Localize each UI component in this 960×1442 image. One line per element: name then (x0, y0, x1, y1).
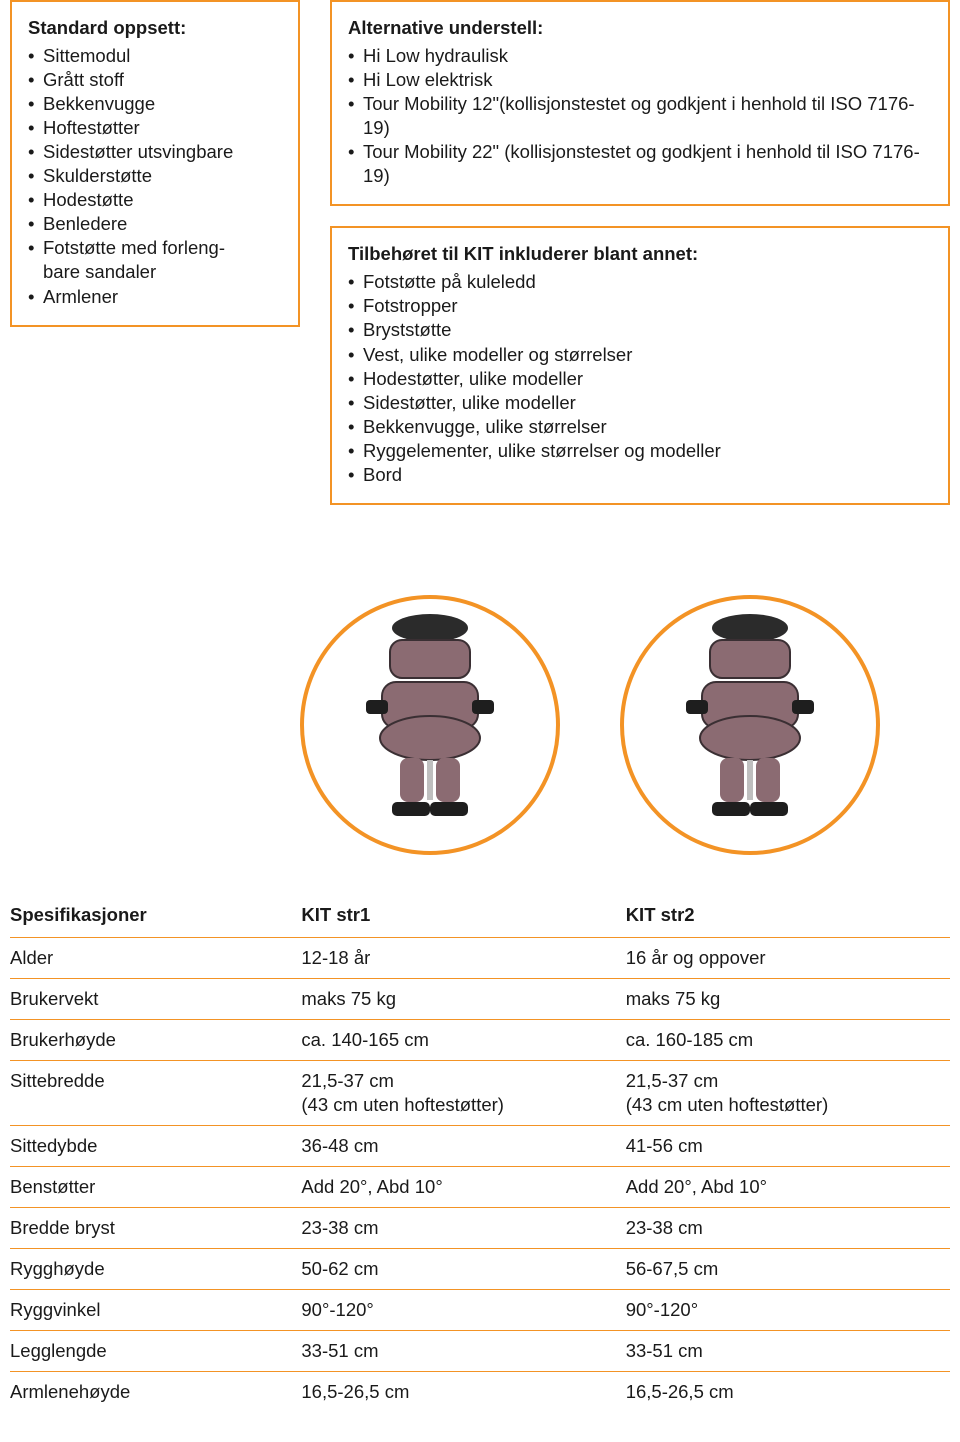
box-standard-title: Standard oppsett: (28, 16, 282, 40)
spec-v2: 90°-120° (626, 1290, 950, 1331)
list-item: Vest, ulike modeller og størrelser (348, 343, 932, 367)
spec-v2: 16,5-26,5 cm (626, 1372, 950, 1413)
list-item: Hoftestøtter (28, 116, 282, 140)
spec-label: Brukervekt (10, 978, 301, 1019)
spec-v1: 12-18 år (301, 937, 625, 978)
table-header-row: Spesifikasjoner KIT str1 KIT str2 (10, 895, 950, 938)
spec-v2-main: 21,5-37 cm (626, 1070, 719, 1091)
spec-v1: 21,5-37 cm (43 cm uten hoftestøtter) (301, 1060, 625, 1125)
spec-label: Bredde bryst (10, 1208, 301, 1249)
spec-v1: 16,5-26,5 cm (301, 1372, 625, 1413)
spec-v2-sub: (43 cm uten hoftestøtter) (626, 1093, 946, 1117)
list-item: Hi Low hydraulisk (348, 44, 932, 68)
table-row: Sittebredde 21,5-37 cm (43 cm uten hofte… (10, 1060, 950, 1125)
spec-table: Spesifikasjoner KIT str1 KIT str2 Alder … (10, 895, 950, 1413)
spec-v2: 16 år og oppover (626, 937, 950, 978)
spec-label: Armlenehøyde (10, 1372, 301, 1413)
box-alt-list: Hi Low hydraulisk Hi Low elektrisk Tour … (348, 44, 932, 188)
top-boxes-row: Standard oppsett: Sittemodul Grått stoff… (10, 0, 950, 505)
spec-v2: ca. 160-185 cm (626, 1019, 950, 1060)
list-item: Hi Low elektrisk (348, 68, 932, 92)
list-item: Tour Mobility 22" (kollisjonstestet og g… (348, 140, 932, 188)
spec-v1: ca. 140-165 cm (301, 1019, 625, 1060)
table-row: Rygghøyde 50-62 cm 56-67,5 cm (10, 1249, 950, 1290)
th-spec: Spesifikasjoner (10, 895, 301, 938)
list-item: Benledere (28, 212, 282, 236)
product-image-str1 (300, 595, 560, 855)
box-tilbehor-title: Tilbehøret til KIT inkluderer blant anne… (348, 242, 932, 266)
spec-v1: Add 20°, Abd 10° (301, 1167, 625, 1208)
spec-v1: 33-51 cm (301, 1331, 625, 1372)
spec-v2: 23-38 cm (626, 1208, 950, 1249)
table-row: Bredde bryst 23-38 cm 23-38 cm (10, 1208, 950, 1249)
list-item: Sidestøtter utsvingbare (28, 140, 282, 164)
spec-v2: 33-51 cm (626, 1331, 950, 1372)
box-tilbehor: Tilbehøret til KIT inkluderer blant anne… (330, 226, 950, 504)
box-standard-setup: Standard oppsett: Sittemodul Grått stoff… (10, 0, 300, 327)
list-item: Ryggelementer, ulike størrelser og model… (348, 439, 932, 463)
list-item: Armlener (28, 285, 282, 309)
product-images-row (300, 595, 950, 855)
list-item: Grått stoff (28, 68, 282, 92)
table-row: Benstøtter Add 20°, Abd 10° Add 20°, Abd… (10, 1167, 950, 1208)
spec-label: Sittedybde (10, 1126, 301, 1167)
list-item: Fotstøtte med forleng- bare sandaler (28, 236, 282, 284)
list-item: Sittemodul (28, 44, 282, 68)
spec-v1: 23-38 cm (301, 1208, 625, 1249)
spec-table-body: Alder 12-18 år 16 år og oppover Brukerve… (10, 937, 950, 1412)
list-item: Sidestøtter, ulike modeller (348, 391, 932, 415)
list-item: Hodestøtter, ulike modeller (348, 367, 932, 391)
table-row: Alder 12-18 år 16 år og oppover (10, 937, 950, 978)
box-alt-understell: Alternative understell: Hi Low hydraulis… (330, 0, 950, 206)
spec-v2: 41-56 cm (626, 1126, 950, 1167)
list-item: Bord (348, 463, 932, 487)
list-item: Hodestøtte (28, 188, 282, 212)
table-row: Brukervekt maks 75 kg maks 75 kg (10, 978, 950, 1019)
th-str2: KIT str2 (626, 895, 950, 938)
list-item: Skulderstøtte (28, 164, 282, 188)
spec-label: Benstøtter (10, 1167, 301, 1208)
spec-label: Sittebredde (10, 1060, 301, 1125)
wheelchair-icon (330, 610, 530, 840)
col-right: Alternative understell: Hi Low hydraulis… (330, 0, 950, 505)
spec-v1-main: 21,5-37 cm (301, 1070, 394, 1091)
list-item: Fotstropper (348, 294, 932, 318)
list-item: Bekkenvugge (28, 92, 282, 116)
product-image-str2 (620, 595, 880, 855)
spec-label: Rygghøyde (10, 1249, 301, 1290)
table-row: Legglengde 33-51 cm 33-51 cm (10, 1331, 950, 1372)
spec-v1: maks 75 kg (301, 978, 625, 1019)
table-row: Ryggvinkel 90°-120° 90°-120° (10, 1290, 950, 1331)
list-item: Bryststøtte (348, 318, 932, 342)
spec-v1: 90°-120° (301, 1290, 625, 1331)
th-str1: KIT str1 (301, 895, 625, 938)
spec-v1: 50-62 cm (301, 1249, 625, 1290)
box-standard-list: Sittemodul Grått stoff Bekkenvugge Hofte… (28, 44, 282, 309)
list-item: Fotstøtte på kuleledd (348, 270, 932, 294)
spec-v1-sub: (43 cm uten hoftestøtter) (301, 1093, 621, 1117)
spec-v2: 56-67,5 cm (626, 1249, 950, 1290)
col-left: Standard oppsett: Sittemodul Grått stoff… (10, 0, 300, 327)
spec-v2: 21,5-37 cm (43 cm uten hoftestøtter) (626, 1060, 950, 1125)
spec-label: Alder (10, 937, 301, 978)
list-item: Tour Mobility 12"(kollisjonstestet og go… (348, 92, 932, 140)
list-item: Bekkenvugge, ulike størrelser (348, 415, 932, 439)
box-alt-title: Alternative understell: (348, 16, 932, 40)
spec-label: Legglengde (10, 1331, 301, 1372)
spec-v1: 36-48 cm (301, 1126, 625, 1167)
table-row: Brukerhøyde ca. 140-165 cm ca. 160-185 c… (10, 1019, 950, 1060)
spec-v2: maks 75 kg (626, 978, 950, 1019)
spec-label: Brukerhøyde (10, 1019, 301, 1060)
table-row: Armlenehøyde 16,5-26,5 cm 16,5-26,5 cm (10, 1372, 950, 1413)
spec-label: Ryggvinkel (10, 1290, 301, 1331)
table-row: Sittedybde 36-48 cm 41-56 cm (10, 1126, 950, 1167)
list-item-text: Fotstøtte med forleng- (43, 237, 225, 258)
list-item-cont: bare sandaler (43, 260, 282, 284)
box-tilbehor-list: Fotstøtte på kuleledd Fotstropper Brysts… (348, 270, 932, 486)
spec-v2: Add 20°, Abd 10° (626, 1167, 950, 1208)
wheelchair-icon (650, 610, 850, 840)
